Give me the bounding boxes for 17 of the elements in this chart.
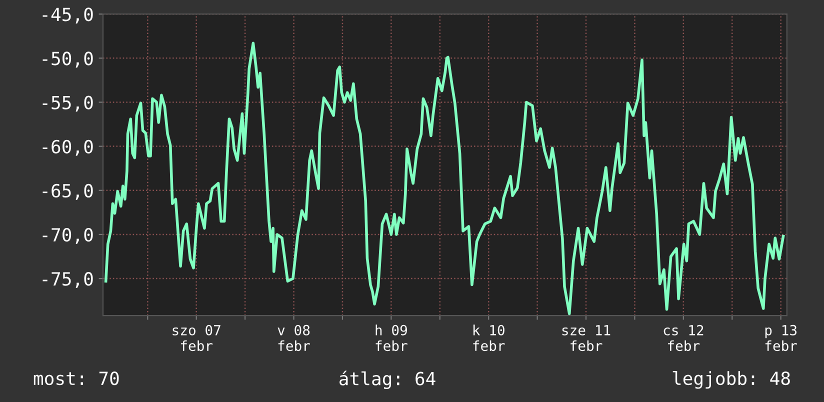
x-tick-label: szo 07 febr <box>172 324 220 352</box>
x-tick-label: v 08 febr <box>278 324 310 352</box>
text: most: 70 <box>34 372 119 386</box>
y-tick-label: -70,0 <box>42 228 93 244</box>
x-tick-label: p 13 febr <box>765 324 798 352</box>
y-tick-label: -60,0 <box>42 140 93 156</box>
x-tick-label: cs 12 febr <box>664 324 704 352</box>
x-tick-label: k 10 febr <box>473 324 505 352</box>
x-tick-label: h 09 febr <box>376 324 408 352</box>
text: átlag: 64 <box>340 370 436 390</box>
y-tick-label: -65,0 <box>42 184 93 200</box>
y-tick-label: -55,0 <box>42 96 93 112</box>
y-tick-label: -75,0 <box>42 272 93 288</box>
x-tick-label: sze 11 febr <box>562 325 610 352</box>
y-tick-label: -50,0 <box>42 52 93 68</box>
y-tick-label: -45,0 <box>42 8 93 24</box>
text: legjobb: 48 <box>672 371 790 389</box>
